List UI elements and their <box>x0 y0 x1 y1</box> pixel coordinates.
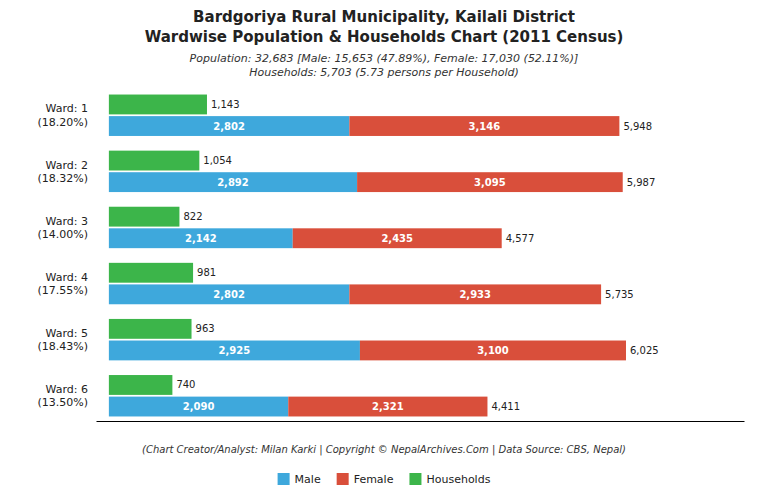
data-label: 1,054 <box>203 155 232 166</box>
bar <box>288 397 487 417</box>
total-label: 6,025 <box>630 345 659 356</box>
bars <box>109 95 626 417</box>
data-label: 1,143 <box>211 99 240 110</box>
data-label: 2,321 <box>372 401 404 412</box>
category-label: Ward: 2(18.32%) <box>37 159 88 185</box>
category-label-line: Ward: 4 <box>46 271 88 284</box>
legend-item: Households <box>409 473 490 486</box>
bar <box>109 172 357 192</box>
category-label: Ward: 6(13.50%) <box>37 383 88 409</box>
data-label: 2,802 <box>213 289 245 300</box>
data-label: 981 <box>197 267 216 278</box>
legend-swatch <box>409 473 421 485</box>
category-label: Ward: 5(18.43%) <box>37 327 88 353</box>
bar <box>293 228 502 248</box>
bar <box>109 207 180 227</box>
category-label-line: (13.50%) <box>37 396 88 409</box>
bar <box>109 116 349 136</box>
data-label: 3,100 <box>477 345 509 356</box>
category-label-line: Ward: 5 <box>46 327 88 340</box>
category-label-line: (14.00%) <box>37 228 88 241</box>
labels: 2,802 2,892 2,142 2,802 2,925 2,090 3,146 3,095… <box>176 99 658 412</box>
title-line: Bardgoriya Rural Municipality, Kailali D… <box>193 8 575 26</box>
legend-label: Male <box>295 473 321 486</box>
total-label: 5,948 <box>623 121 652 132</box>
bar <box>109 263 193 283</box>
title: Bardgoriya Rural Municipality, Kailali D… <box>145 8 624 46</box>
subtitle-line: Population: 32,683 [Male: 15,653 (47.89%… <box>190 52 579 65</box>
bar <box>357 172 623 192</box>
bar <box>109 284 349 304</box>
data-label: 2,090 <box>183 401 215 412</box>
data-label: 2,142 <box>185 233 217 244</box>
bar <box>109 319 192 339</box>
data-label: 740 <box>176 379 195 390</box>
category-label: Ward: 3(14.00%) <box>37 215 88 241</box>
category-label-line: (17.55%) <box>37 284 88 297</box>
bar <box>109 151 199 171</box>
data-label: 2,435 <box>381 233 413 244</box>
annotation: (Chart Creator/Analyst: Milan Karki | Co… <box>142 444 626 456</box>
total-label: 5,735 <box>605 289 634 300</box>
bar <box>360 341 626 361</box>
bar <box>349 284 601 304</box>
bar <box>109 397 288 417</box>
x-axis <box>97 421 745 422</box>
total-label: 4,411 <box>491 401 520 412</box>
category-label-line: Ward: 3 <box>46 215 88 228</box>
category-label-line: (18.43%) <box>37 340 88 353</box>
category-label: Ward: 1(18.20%) <box>37 102 88 128</box>
category-label: Ward: 4(17.55%) <box>37 271 88 297</box>
subtitle: Population: 32,683 [Male: 15,653 (47.89%… <box>190 52 579 79</box>
data-label: 822 <box>183 211 202 222</box>
legend-swatch <box>278 473 290 485</box>
bar <box>109 228 293 248</box>
subtitle-line: Households: 5,703 (5.73 persons per Hous… <box>249 66 519 79</box>
data-label: 3,095 <box>474 177 506 188</box>
legend-label: Female <box>354 473 394 486</box>
bar <box>349 116 619 136</box>
legend: Male Female Households <box>278 473 491 486</box>
bar <box>109 375 173 395</box>
category-label-line: Ward: 1 <box>46 102 88 115</box>
data-label: 3,146 <box>469 121 501 132</box>
category-label-line: (18.20%) <box>37 116 88 129</box>
x-axis-line <box>97 421 745 422</box>
total-label: 4,577 <box>506 233 535 244</box>
category-label-line: Ward: 6 <box>46 383 88 396</box>
total-label: 5,987 <box>627 177 656 188</box>
chart: Bardgoriya Rural Municipality, Kailali D… <box>0 0 768 493</box>
data-label: 2,802 <box>213 121 245 132</box>
data-label: 2,892 <box>217 177 249 188</box>
category-label-line: Ward: 2 <box>46 159 88 172</box>
legend-label: Households <box>426 473 490 486</box>
data-label: 2,933 <box>459 289 491 300</box>
category-label-line: (18.32%) <box>37 172 88 185</box>
bar <box>109 341 360 361</box>
bar <box>109 95 207 115</box>
data-label: 963 <box>196 323 215 334</box>
title-line: Wardwise Population & Households Chart (… <box>145 28 624 46</box>
legend-item: Male <box>278 473 321 486</box>
legend-item: Female <box>337 473 394 486</box>
data-label: 2,925 <box>219 345 251 356</box>
legend-swatch <box>337 473 349 485</box>
